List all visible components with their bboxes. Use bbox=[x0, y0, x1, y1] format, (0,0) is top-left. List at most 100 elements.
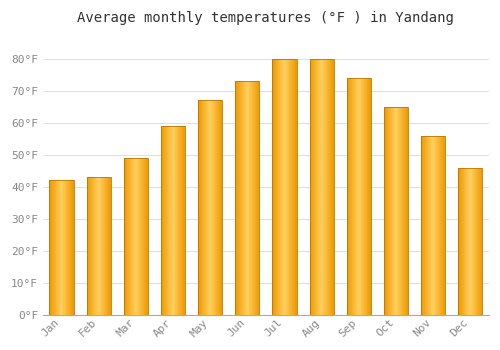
Bar bbox=[391, 107, 392, 315]
Bar bbox=[101, 177, 102, 315]
Bar bbox=[108, 177, 109, 315]
Bar bbox=[254, 81, 255, 315]
Bar bbox=[169, 126, 170, 315]
Bar bbox=[124, 158, 148, 315]
Bar bbox=[178, 126, 179, 315]
Bar bbox=[276, 59, 278, 315]
Bar bbox=[474, 168, 475, 315]
Bar bbox=[181, 126, 182, 315]
Bar bbox=[443, 135, 444, 315]
Bar bbox=[184, 126, 185, 315]
Bar bbox=[404, 107, 405, 315]
Bar bbox=[214, 100, 215, 315]
Bar bbox=[360, 78, 361, 315]
Bar bbox=[218, 100, 219, 315]
Bar bbox=[432, 135, 433, 315]
Bar bbox=[131, 158, 132, 315]
Bar bbox=[208, 100, 209, 315]
Bar bbox=[171, 126, 172, 315]
Bar bbox=[441, 135, 442, 315]
Bar bbox=[323, 59, 324, 315]
Bar bbox=[321, 59, 322, 315]
Bar bbox=[327, 59, 328, 315]
Bar bbox=[220, 100, 221, 315]
Bar bbox=[424, 135, 426, 315]
Bar bbox=[198, 100, 200, 315]
Bar bbox=[102, 177, 103, 315]
Bar bbox=[138, 158, 139, 315]
Bar bbox=[396, 107, 397, 315]
Bar bbox=[272, 59, 273, 315]
Bar bbox=[133, 158, 134, 315]
Bar bbox=[162, 126, 163, 315]
Bar bbox=[54, 180, 55, 315]
Bar bbox=[293, 59, 294, 315]
Bar bbox=[399, 107, 400, 315]
Bar bbox=[88, 177, 89, 315]
Bar bbox=[73, 180, 74, 315]
Bar bbox=[200, 100, 201, 315]
Bar bbox=[179, 126, 180, 315]
Bar bbox=[246, 81, 248, 315]
Bar bbox=[478, 168, 479, 315]
Bar bbox=[393, 107, 394, 315]
Bar bbox=[402, 107, 403, 315]
Bar bbox=[256, 81, 257, 315]
Bar bbox=[128, 158, 129, 315]
Bar bbox=[466, 168, 468, 315]
Bar bbox=[250, 81, 251, 315]
Bar bbox=[349, 78, 350, 315]
Bar bbox=[273, 59, 274, 315]
Bar bbox=[370, 78, 371, 315]
Bar bbox=[255, 81, 256, 315]
Bar bbox=[53, 180, 54, 315]
Bar bbox=[248, 81, 249, 315]
Bar bbox=[89, 177, 90, 315]
Bar bbox=[351, 78, 352, 315]
Bar bbox=[161, 126, 162, 315]
Bar bbox=[429, 135, 430, 315]
Bar bbox=[137, 158, 138, 315]
Bar bbox=[67, 180, 68, 315]
Bar bbox=[476, 168, 477, 315]
Bar bbox=[166, 126, 167, 315]
Bar bbox=[422, 135, 423, 315]
Bar bbox=[470, 168, 471, 315]
Bar bbox=[164, 126, 165, 315]
Bar bbox=[465, 168, 466, 315]
Bar bbox=[332, 59, 333, 315]
Bar bbox=[145, 158, 146, 315]
Bar bbox=[421, 135, 422, 315]
Bar bbox=[104, 177, 105, 315]
Bar bbox=[405, 107, 406, 315]
Bar bbox=[444, 135, 445, 315]
Bar bbox=[397, 107, 398, 315]
Bar bbox=[388, 107, 390, 315]
Bar bbox=[311, 59, 312, 315]
Bar bbox=[384, 107, 385, 315]
Bar bbox=[294, 59, 295, 315]
Bar bbox=[310, 59, 311, 315]
Bar bbox=[280, 59, 281, 315]
Bar bbox=[143, 158, 144, 315]
Bar bbox=[458, 168, 459, 315]
Bar bbox=[362, 78, 363, 315]
Bar bbox=[278, 59, 279, 315]
Bar bbox=[221, 100, 222, 315]
Bar bbox=[475, 168, 476, 315]
Bar bbox=[353, 78, 354, 315]
Bar bbox=[292, 59, 293, 315]
Bar bbox=[175, 126, 176, 315]
Bar bbox=[60, 180, 61, 315]
Bar bbox=[205, 100, 206, 315]
Bar bbox=[173, 126, 174, 315]
Bar bbox=[259, 81, 260, 315]
Bar bbox=[426, 135, 427, 315]
Bar bbox=[206, 100, 207, 315]
Bar bbox=[125, 158, 126, 315]
Bar bbox=[56, 180, 58, 315]
Bar bbox=[219, 100, 220, 315]
Bar bbox=[252, 81, 253, 315]
Bar bbox=[386, 107, 387, 315]
Bar bbox=[68, 180, 69, 315]
